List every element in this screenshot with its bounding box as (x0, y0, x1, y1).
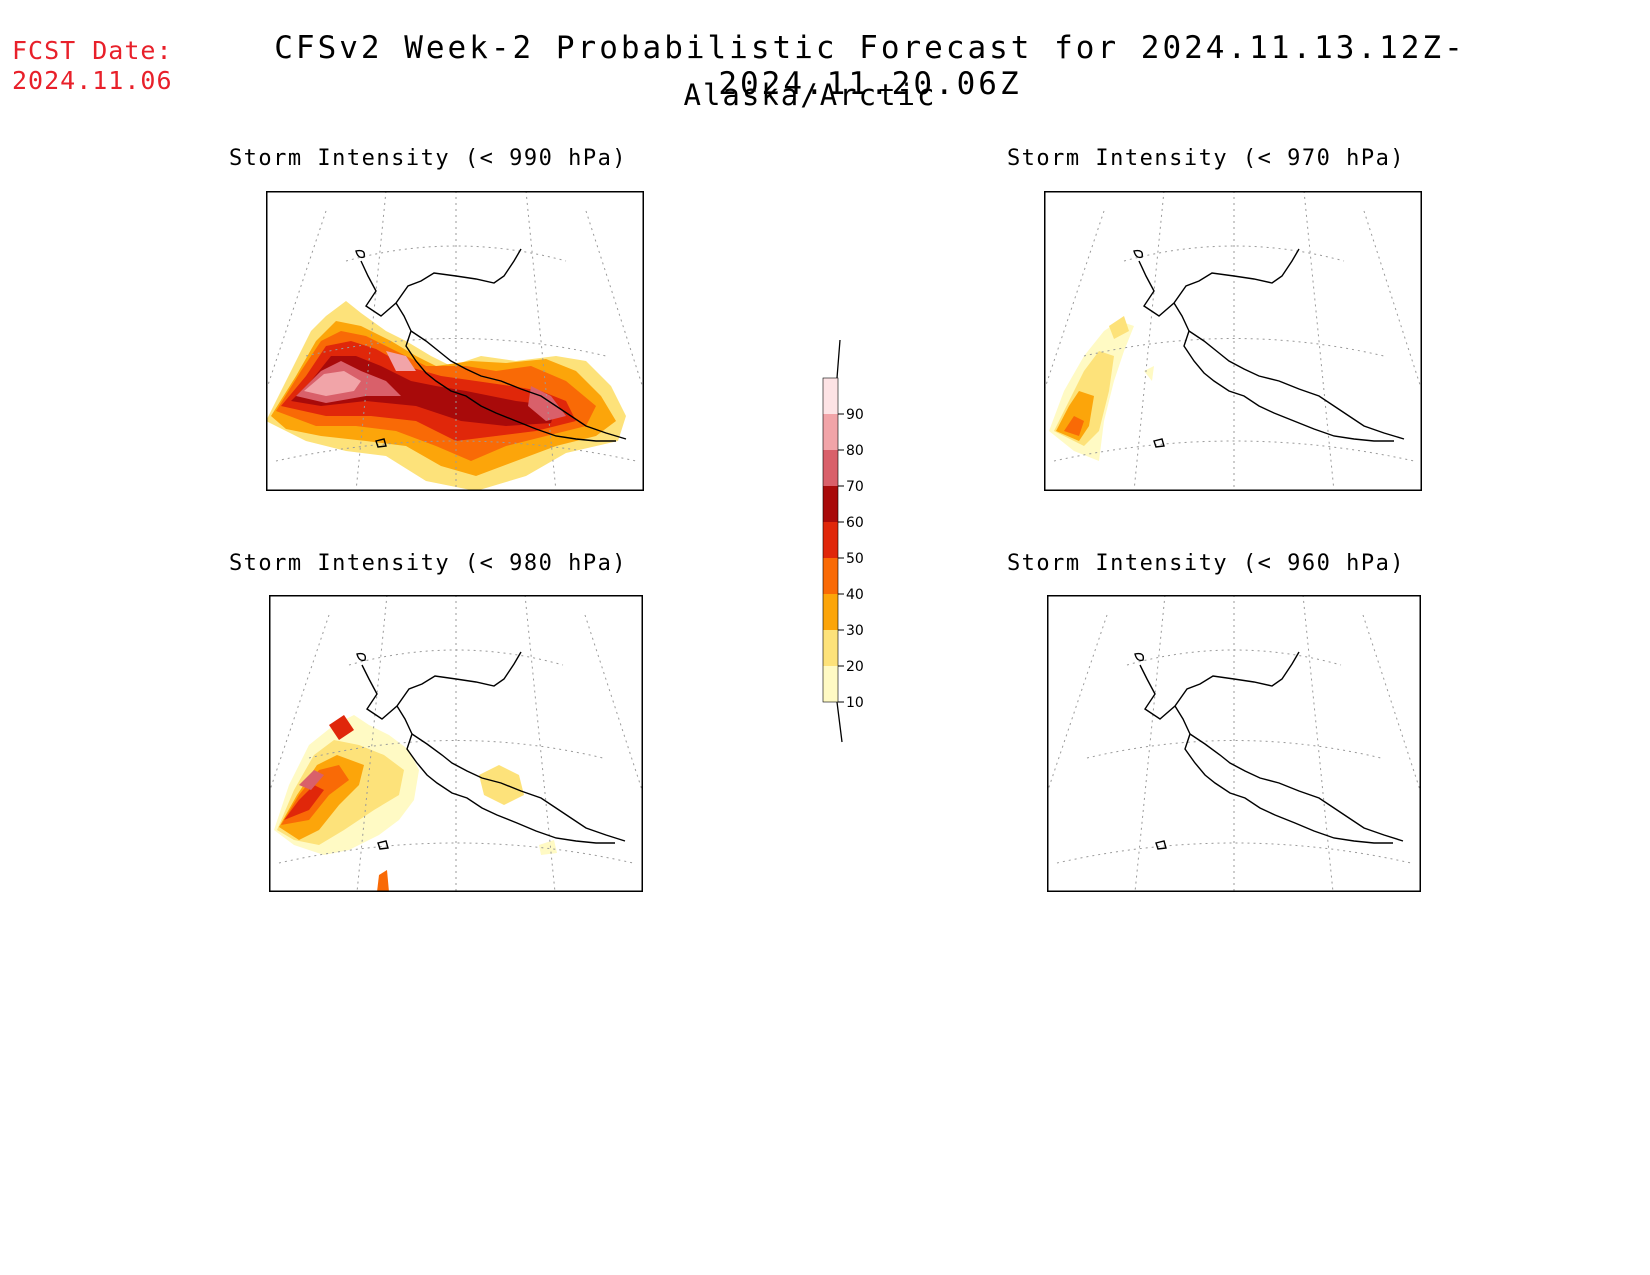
colorbar-label: 90 (846, 407, 864, 423)
map-frame (269, 595, 643, 892)
map-panel-990 (266, 191, 644, 491)
colorbar-label: 60 (846, 515, 864, 531)
coastlines (1134, 651, 1404, 850)
colorbar-label: 80 (846, 443, 864, 459)
map-frame (1047, 595, 1421, 892)
page-title: CFSv2 Week-2 Probabilistic Forecast for … (274, 30, 1466, 102)
map-panel-970 (1044, 191, 1422, 491)
probability-shading (266, 301, 626, 491)
colorbar-swatch (823, 486, 838, 522)
colorbar-swatch (823, 666, 838, 702)
panel-title-960: Storm Intensity (< 960 hPa) (1006, 551, 1406, 576)
coastlines (356, 651, 626, 850)
colorbar-frame (822, 377, 839, 703)
colorbar-swatch (823, 378, 838, 414)
forecast-date-label: FCST Date: (12, 36, 173, 65)
colorbar-end-caps (836, 339, 843, 743)
colorbar-swatch (823, 594, 838, 630)
probability-shading (274, 715, 557, 892)
page-subtitle: Alaska/Arctic (683, 78, 937, 112)
forecast-date-value: 2024.11.06 (12, 66, 173, 95)
panel-title-980: Storm Intensity (< 980 hPa) (228, 551, 628, 576)
colorbar: 10 20 30 40 50 60 70 80 90 (822, 339, 864, 743)
colorbar-swatch (823, 630, 838, 666)
colorbar-swatch (823, 558, 838, 594)
graticule (1044, 191, 1422, 491)
panel-title-990: Storm Intensity (< 990 hPa) (228, 146, 628, 171)
panel-title-970: Storm Intensity (< 970 hPa) (1006, 146, 1406, 171)
colorbar-label: 10 (846, 695, 864, 711)
graticule (1047, 595, 1421, 892)
colorbar-swatch (823, 414, 838, 450)
map-frame (1044, 191, 1422, 491)
colorbar-swatch (823, 522, 838, 558)
forecast-date-block: FCST Date: 2024.11.06 (12, 36, 173, 96)
map-panel-960 (1047, 595, 1421, 892)
coastlines (1133, 248, 1405, 448)
colorbar-label: 20 (846, 659, 864, 675)
colorbar-label: 30 (846, 623, 864, 639)
colorbar-swatch (823, 450, 838, 486)
map-panel-980 (269, 595, 643, 892)
colorbar-label: 70 (846, 479, 864, 495)
graticule (269, 595, 643, 892)
colorbar-label: 50 (846, 551, 864, 567)
map-frame (266, 191, 644, 491)
probability-shading (1049, 316, 1154, 461)
colorbar-label: 40 (846, 587, 864, 603)
graticule (266, 191, 644, 491)
coastlines (355, 248, 627, 448)
